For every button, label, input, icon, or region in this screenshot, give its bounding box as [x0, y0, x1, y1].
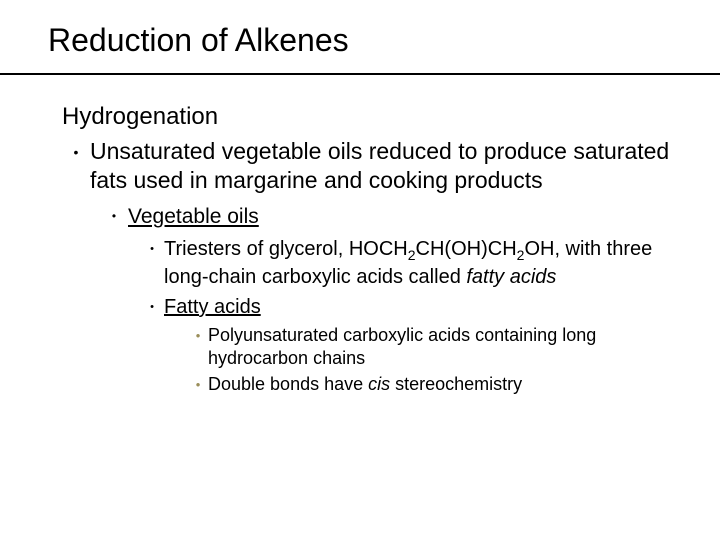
bullet-lvl1: • Unsaturated vegetable oils reduced to … — [62, 137, 672, 195]
bullet-text: Double bonds have cis stereochemistry — [208, 373, 522, 396]
text-part: Double bonds have — [208, 374, 368, 394]
text-part: stereochemistry — [390, 374, 522, 394]
bullet-dot-icon: • — [62, 137, 90, 167]
bullet-text: Fatty acids — [164, 294, 261, 320]
bullet-text: Unsaturated vegetable oils reduced to pr… — [90, 137, 672, 195]
bullet-lvl4: • Double bonds have cis stereochemistry — [188, 373, 672, 397]
slide-subtitle: Hydrogenation — [62, 103, 672, 131]
slide-title: Reduction of Alkenes — [48, 22, 672, 59]
bullet-lvl3: • Fatty acids — [140, 294, 672, 320]
italic-text: fatty acids — [466, 266, 556, 288]
text-part: Triesters of glycerol, HOCH — [164, 238, 408, 260]
bullet-dot-icon: • — [140, 236, 164, 262]
bullet-dot-icon: • — [100, 203, 128, 229]
bullet-lvl3: • Triesters of glycerol, HOCH2CH(OH)CH2O… — [140, 236, 672, 290]
text-part: CH(OH)CH — [416, 238, 517, 260]
slide-content: Reduction of Alkenes Hydrogenation • Uns… — [0, 0, 720, 419]
bullet-dot-icon: • — [140, 294, 164, 320]
subscript: 2 — [408, 247, 416, 263]
bullet-text: Triesters of glycerol, HOCH2CH(OH)CH2OH,… — [164, 236, 672, 290]
bullet-text: Polyunsaturated carboxylic acids contain… — [208, 324, 672, 371]
bullet-lvl2: • Vegetable oils — [100, 203, 672, 230]
bullet-dot-icon: • — [188, 324, 208, 348]
bullet-text: Vegetable oils — [128, 203, 259, 230]
bullet-dot-icon: • — [188, 373, 208, 397]
title-rule — [0, 73, 720, 75]
italic-text: cis — [368, 374, 390, 394]
bullet-lvl4: • Polyunsaturated carboxylic acids conta… — [188, 324, 672, 371]
